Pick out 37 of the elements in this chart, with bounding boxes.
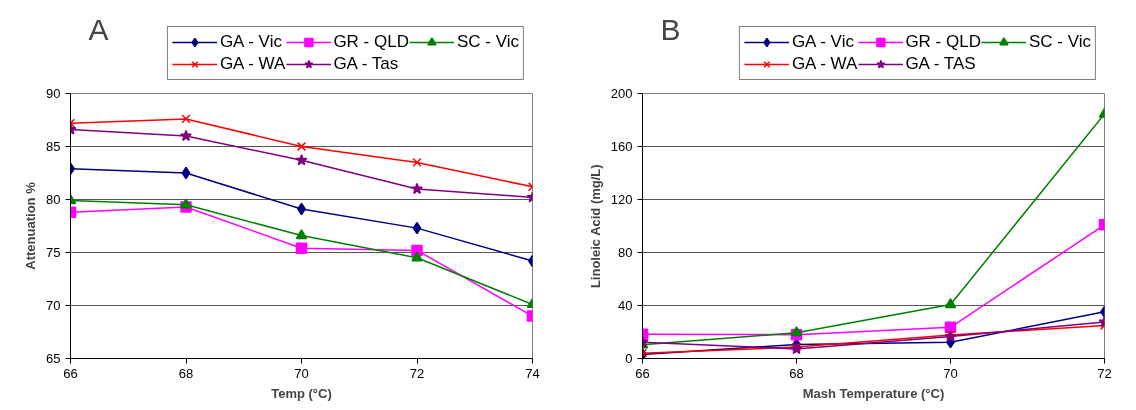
y-tick-label: 75 xyxy=(46,245,61,260)
legend-label: GR - QLD xyxy=(905,31,981,53)
y-tick-label: 65 xyxy=(46,351,61,366)
x-tick-label: 70 xyxy=(943,365,958,381)
y-tick-label: 80 xyxy=(618,245,633,260)
legend-label: GR - QLD xyxy=(333,31,409,53)
y-tick-label: 0 xyxy=(625,351,633,366)
x-tick-label: 70 xyxy=(294,365,309,381)
x-axis-title: Mash Temperature (°C) xyxy=(802,385,945,401)
legend-label: GA - TAS xyxy=(905,53,976,75)
text: A xyxy=(88,12,109,46)
y-tick-label: 120 xyxy=(610,192,633,207)
legend-label: GA - WA xyxy=(791,53,858,75)
x-tick-label: 72 xyxy=(1097,365,1112,381)
y-tick-label: 70 xyxy=(46,298,61,313)
x-tick-label: 66 xyxy=(63,365,78,381)
x-tick-label: 74 xyxy=(525,365,540,381)
x-tick-label: 72 xyxy=(409,365,425,381)
legend-label: GA - Tas xyxy=(333,53,399,75)
legend-label: GA - Vic xyxy=(791,31,854,53)
legend-label: GA - WA xyxy=(219,53,286,75)
y-axis-title: Attenuation % xyxy=(23,181,39,270)
y-axis-title: Linoleic Acid (mg/L) xyxy=(587,164,603,289)
x-axis-title: Temp (°C) xyxy=(271,385,332,401)
x-tick-label: 66 xyxy=(635,365,650,381)
y-tick-label: 160 xyxy=(610,139,633,154)
legend-label: SC - Vic xyxy=(456,31,519,53)
x-tick-label: 68 xyxy=(178,365,194,381)
y-tick-label: 40 xyxy=(618,298,633,313)
y-tick-label: 200 xyxy=(610,86,633,101)
legend-label: SC - Vic xyxy=(1028,31,1091,53)
x-tick-label: 68 xyxy=(789,365,804,381)
legend-label: GA - Vic xyxy=(219,31,282,53)
y-tick-label: 90 xyxy=(46,86,61,101)
y-tick-label: 80 xyxy=(46,192,61,207)
y-tick-label: 85 xyxy=(46,139,61,154)
text: B xyxy=(660,12,681,46)
